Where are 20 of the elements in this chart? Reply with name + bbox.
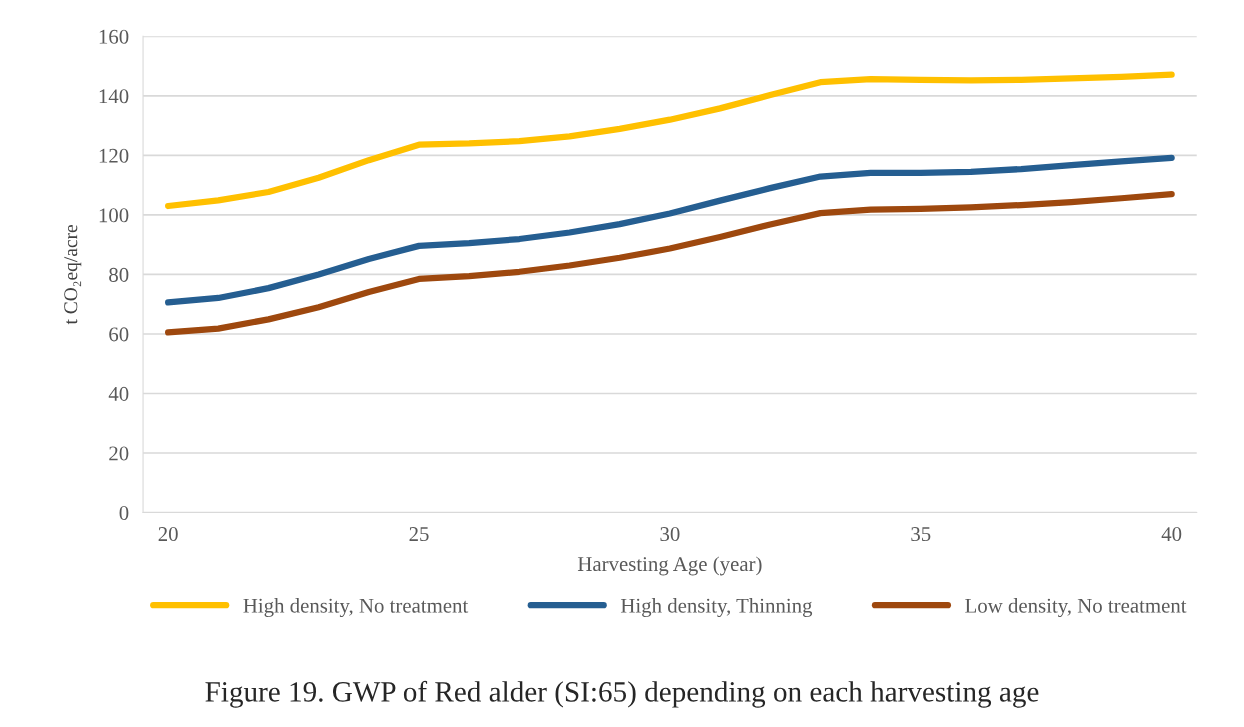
y-tick-label: 80 [109,267,129,282]
x-tick-label: 35 [911,527,931,542]
y-tick-label: 100 [99,208,129,223]
caption: Figure 19. GWP of Red alder (SI:65) depending on each harvesting age [205,680,1039,708]
legend-label: Low density, No treatment [965,598,1187,618]
x-tick-label: 25 [409,527,429,542]
x-tick-label: 30 [660,527,680,542]
y-tick-label: 40 [108,386,129,401]
x-tick-label: 20 [158,527,178,542]
y-tick-label: 20 [109,446,129,461]
x-tick-label: 40 [1161,527,1182,542]
y-tick-label: 160 [99,29,129,44]
y-axis-title: t CO₂eq/acre [64,225,82,325]
x-axis-title: Harvesting Age (year) [577,556,762,576]
y-tick-label: 0 [119,505,129,520]
legend-label: High density, Thinning [620,598,813,618]
legend-label: High density, No treatment [243,598,469,618]
y-tick-label: 60 [109,327,129,342]
y-tick-label: 120 [99,148,129,163]
y-tick-label: 140 [99,89,129,104]
